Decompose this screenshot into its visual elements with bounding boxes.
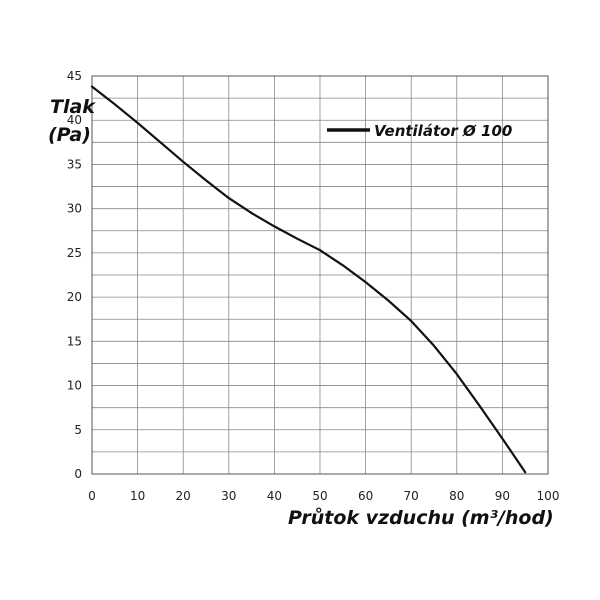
x-tick-label: 0 [88,489,96,503]
y-tick-label: 35 [67,157,82,171]
y-tick-label: 5 [74,423,82,437]
y-tick-label: 40 [67,113,82,127]
x-tick-label: 100 [537,489,560,503]
y-tick-label: 30 [67,202,82,216]
x-tick-label: 20 [176,489,191,503]
x-tick-labels: 0 10 20 30 40 50 60 70 80 90 100 [88,489,559,503]
y-tick-label: 15 [67,334,82,348]
y-tick-label: 20 [67,290,82,304]
x-tick-label: 40 [267,489,282,503]
x-tick-label: 30 [221,489,236,503]
x-tick-label: 10 [130,489,145,503]
y-tick-labels: 0 5 10 15 20 25 30 35 40 45 [67,69,82,481]
x-axis-title: Průtok vzduchu (m³/hod) [288,506,554,529]
x-tick-label: 80 [449,489,464,503]
x-tick-label: 70 [404,489,419,503]
legend-label: Ventilátor Ø 100 [374,122,512,140]
x-tick-label: 50 [312,489,327,503]
y-axis-title-line2: (Pa) [48,124,91,146]
y-tick-label: 25 [67,246,82,260]
y-tick-label: 0 [74,467,82,481]
y-tick-label: 10 [67,379,82,393]
series-line-ventilator [90,85,527,474]
plot-frame [91,75,549,475]
x-tick-label: 90 [495,489,510,503]
y-axis-title-line1: Tlak [50,96,96,118]
y-tick-label: 45 [67,69,82,83]
x-tick-label: 60 [358,489,373,503]
legend: Ventilátor Ø 100 [327,122,512,140]
